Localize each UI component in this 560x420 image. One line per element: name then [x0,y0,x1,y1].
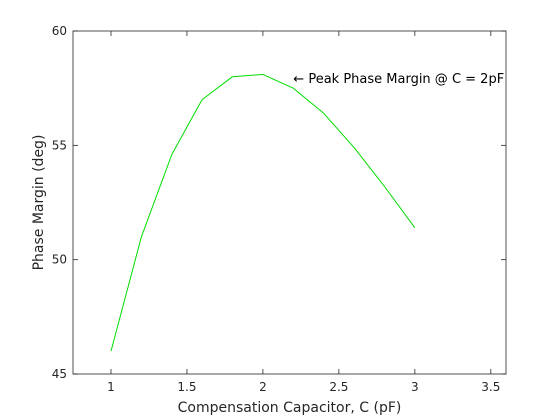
series-layer [110,73,416,352]
annotation-layer: ← Peak Phase Margin @ C = 2pF [293,72,504,87]
y-tick-label: 60 [52,24,67,38]
x-tick-label: 1 [107,380,115,394]
plot-area [73,31,506,374]
x-tick-label: 2.5 [329,380,348,394]
series-line [110,73,416,352]
x-tick-label: 2 [259,380,267,394]
y-axis-label: Phase Margin (deg) [31,135,47,271]
y-axis-ticks: 45 50 55 60 [52,24,506,381]
plot-frame [72,30,507,375]
x-axis-label: Compensation Capacitor, C (pF) [178,400,402,416]
x-tick-label: 3 [411,380,419,394]
y-tick-label: 50 [52,253,67,267]
x-tick-label: 1.5 [177,380,196,394]
y-tick-label: 45 [52,367,67,381]
y-tick-label: 55 [52,138,67,152]
x-axis-ticks: 1 1.5 2 2.5 3 3.5 [107,31,500,394]
x-tick-label: 3.5 [481,380,500,394]
peak-annotation: ← Peak Phase Margin @ C = 2pF [293,72,504,87]
